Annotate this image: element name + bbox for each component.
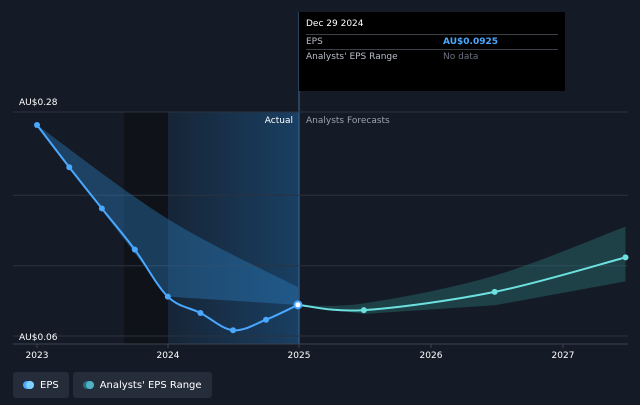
x-tick-label: 2024 [157, 351, 180, 361]
eps-highlight-point [293, 300, 303, 310]
legend-eps-label: EPS [40, 379, 59, 391]
eps-data-point [131, 246, 138, 253]
tooltip-eps-row: EPS AU$0.0925 [306, 34, 558, 49]
actual-section-label: Actual [265, 116, 293, 126]
tooltip-eps-label: EPS [306, 37, 323, 47]
x-tick-label: 2023 [26, 351, 49, 361]
tooltip-range-row: Analysts' EPS Range No data [306, 49, 558, 64]
eps-forecast-line [297, 256, 626, 312]
range-legend-icon [82, 381, 94, 389]
x-tick-label: 2025 [288, 351, 311, 361]
period-shade-actual [168, 112, 299, 344]
eps-legend-icon [23, 381, 34, 389]
x-tick-label: 2027 [552, 351, 575, 361]
legend-range-button[interactable]: Analysts' EPS Range [72, 372, 212, 398]
eps-data-point [230, 327, 237, 334]
forecast-data-point [360, 307, 367, 314]
hover-tooltip: Dec 29 2024 EPS AU$0.0925 Analysts' EPS … [299, 12, 565, 91]
eps-data-point [66, 164, 73, 171]
y-min-label: AU$0.06 [19, 333, 58, 343]
actual-eps-range-band [37, 125, 298, 305]
y-max-label: AU$0.28 [19, 98, 58, 108]
eps-data-point [98, 205, 105, 212]
forecast-section-label: Analysts Forecasts [306, 116, 390, 126]
forecast-data-point [622, 254, 629, 261]
tooltip-eps-value: AU$0.0925 [443, 37, 498, 47]
eps-data-point [197, 309, 204, 316]
tooltip-range-value: No data [443, 52, 479, 62]
x-tick-label: 2026 [420, 351, 443, 361]
legend-range-label: Analysts' EPS Range [99, 379, 202, 391]
analysts-eps-range-band [297, 226, 626, 314]
forecast-data-point [491, 288, 498, 295]
eps-data-point [263, 316, 270, 323]
legend-eps-button[interactable]: EPS [13, 372, 69, 398]
tooltip-date: Dec 29 2024 [306, 19, 364, 29]
chart-legend: EPS Analysts' EPS Range [13, 372, 212, 398]
eps-data-point [164, 293, 171, 300]
tooltip-range-label: Analysts' EPS Range [306, 52, 398, 62]
period-shade-dark [124, 112, 168, 344]
eps-data-point [34, 122, 40, 128]
